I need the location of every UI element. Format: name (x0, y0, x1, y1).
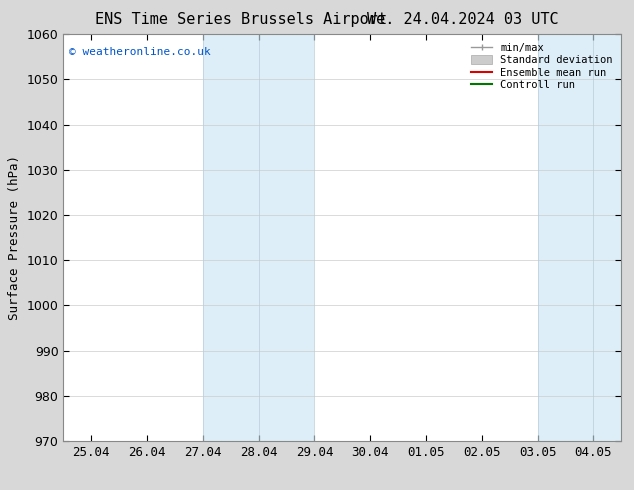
Bar (259, 34, 314, 441)
Bar (538, 34, 593, 441)
Y-axis label: Surface Pressure (hPa): Surface Pressure (hPa) (8, 155, 21, 320)
Text: © weatheronline.co.uk: © weatheronline.co.uk (69, 47, 210, 56)
Bar (203, 34, 259, 441)
Text: We. 24.04.2024 03 UTC: We. 24.04.2024 03 UTC (367, 12, 559, 27)
Text: ENS Time Series Brussels Airport: ENS Time Series Brussels Airport (95, 12, 387, 27)
Legend: min/max, Standard deviation, Ensemble mean run, Controll run: min/max, Standard deviation, Ensemble me… (468, 40, 616, 94)
Bar (593, 34, 621, 441)
